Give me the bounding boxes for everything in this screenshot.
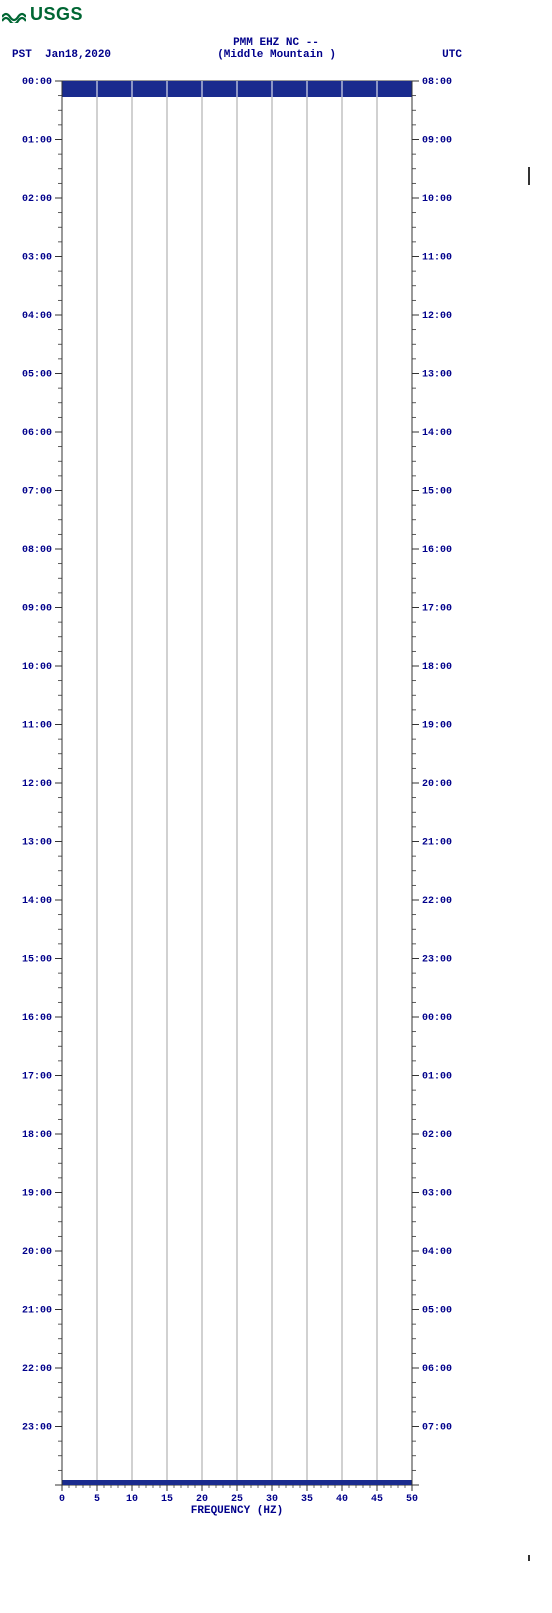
x-tick-label: 50 — [406, 1494, 418, 1505]
usgs-logo: USGS — [2, 4, 552, 25]
header-left: PST Jan18,2020 — [12, 49, 111, 61]
tz-right: UTC — [442, 49, 462, 61]
y-label-right: 09:00 — [422, 136, 452, 147]
y-label-left: 20:00 — [22, 1247, 52, 1258]
tz-left: PST — [12, 49, 32, 61]
chart-title: PMM EHZ NC -- — [0, 37, 552, 49]
x-tick-label: 35 — [301, 1494, 313, 1505]
y-label-right: 20:00 — [422, 779, 452, 790]
y-label-right: 13:00 — [422, 370, 452, 381]
y-label-right: 08:00 — [422, 77, 452, 88]
y-label-right: 18:00 — [422, 662, 452, 673]
y-label-left: 21:00 — [22, 1306, 52, 1317]
y-label-right: 05:00 — [422, 1306, 452, 1317]
x-tick-label: 40 — [336, 1494, 348, 1505]
y-label-right: 11:00 — [422, 253, 452, 264]
y-label-left: 03:00 — [22, 253, 52, 264]
corner-mark — [528, 167, 530, 185]
y-label-right: 16:00 — [422, 545, 452, 556]
y-label-right: 07:00 — [422, 1423, 452, 1434]
y-label-right: 15:00 — [422, 487, 452, 498]
wave-icon — [2, 7, 26, 23]
y-label-right: 17:00 — [422, 604, 452, 615]
y-label-left: 18:00 — [22, 1130, 52, 1141]
chart-header: PMM EHZ NC -- PST Jan18,2020 (Middle Mou… — [0, 37, 552, 61]
y-label-right: 04:00 — [422, 1247, 452, 1258]
y-label-left: 23:00 — [22, 1423, 52, 1434]
y-label-left: 10:00 — [22, 662, 52, 673]
x-axis-label: FREQUENCY (HZ) — [191, 1505, 283, 1517]
y-label-left: 09:00 — [22, 604, 52, 615]
chart-subtitle: (Middle Mountain ) — [217, 49, 336, 61]
y-label-right: 03:00 — [422, 1189, 452, 1200]
logo-text: USGS — [30, 4, 83, 25]
y-label-right: 19:00 — [422, 721, 452, 732]
y-label-right: 12:00 — [422, 311, 452, 322]
y-label-right: 22:00 — [422, 896, 452, 907]
y-label-left: 06:00 — [22, 428, 52, 439]
y-label-left: 07:00 — [22, 487, 52, 498]
x-tick-label: 30 — [266, 1494, 278, 1505]
y-label-left: 02:00 — [22, 194, 52, 205]
y-label-right: 23:00 — [422, 955, 452, 966]
y-label-left: 22:00 — [22, 1364, 52, 1375]
y-label-left: 12:00 — [22, 779, 52, 790]
y-label-left: 00:00 — [22, 77, 52, 88]
x-tick-label: 10 — [126, 1494, 138, 1505]
y-label-right: 10:00 — [422, 194, 452, 205]
y-label-left: 16:00 — [22, 1013, 52, 1024]
y-label-right: 06:00 — [422, 1364, 452, 1375]
corner-mark — [528, 1555, 530, 1561]
x-tick-label: 5 — [94, 1494, 100, 1505]
y-label-left: 14:00 — [22, 896, 52, 907]
spectrogram-plot: 0 5 10 15 20 25 30 35 40 45 50 FREQUENCY (HZ) 00:00 0… — [0, 75, 552, 1535]
header-date: Jan18,2020 — [45, 49, 111, 61]
x-tick-label: 25 — [231, 1494, 243, 1505]
y-label-left: 13:00 — [22, 838, 52, 849]
y-label-right: 14:00 — [422, 428, 452, 439]
x-tick-label: 20 — [196, 1494, 208, 1505]
y-label-left: 11:00 — [22, 721, 52, 732]
y-label-left: 04:00 — [22, 311, 52, 322]
y-label-left: 17:00 — [22, 1072, 52, 1083]
x-tick-label: 0 — [59, 1494, 65, 1505]
y-label-right: 02:00 — [422, 1130, 452, 1141]
y-label-right: 00:00 — [422, 1013, 452, 1024]
data-band — [63, 1480, 412, 1485]
x-tick-label: 15 — [161, 1494, 173, 1505]
y-label-left: 15:00 — [22, 955, 52, 966]
y-label-left: 19:00 — [22, 1189, 52, 1200]
y-label-right: 21:00 — [422, 838, 452, 849]
x-tick-label: 45 — [371, 1494, 383, 1505]
y-label-left: 01:00 — [22, 136, 52, 147]
y-label-left: 08:00 — [22, 545, 52, 556]
y-label-right: 01:00 — [422, 1072, 452, 1083]
y-label-left: 05:00 — [22, 370, 52, 381]
